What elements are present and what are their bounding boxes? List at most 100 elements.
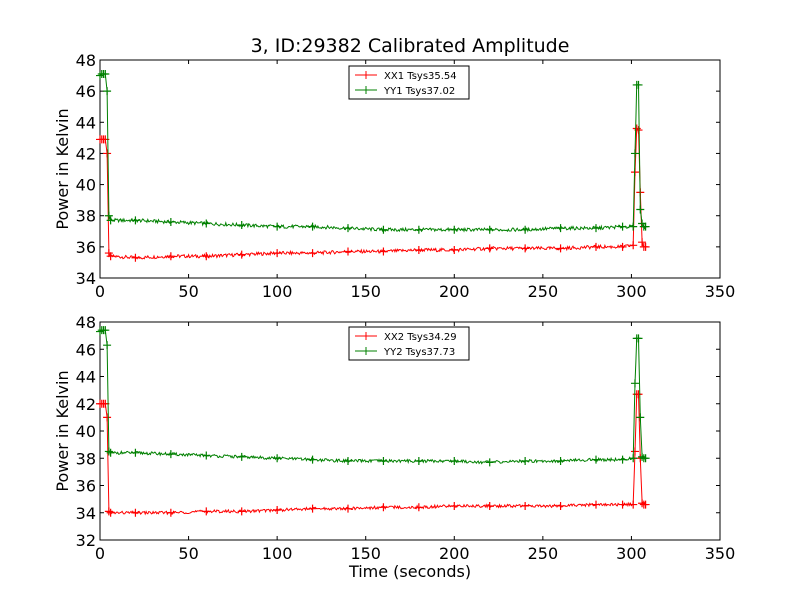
data-point <box>166 252 175 261</box>
plot-series <box>96 70 650 262</box>
data-point <box>344 456 352 465</box>
data-point <box>414 225 423 234</box>
data-point <box>379 503 388 512</box>
data-point <box>104 211 113 220</box>
plot-series <box>96 326 650 517</box>
data-point <box>96 71 104 80</box>
y-tick-label: 46 <box>76 340 96 359</box>
data-point <box>166 217 175 226</box>
y-tick-label: 42 <box>76 144 96 163</box>
data-point <box>556 501 565 510</box>
data-point <box>638 499 647 508</box>
x-tick-label: 50 <box>178 544 198 563</box>
legend: XX2 Tsys34.29 YY2 Tsys37.73 <box>348 326 470 361</box>
data-point <box>521 501 530 510</box>
legend-entry: YY1 Tsys37.02 <box>355 86 455 97</box>
legend-label: XX2 Tsys34.29 <box>384 332 457 343</box>
series-line <box>100 393 647 516</box>
data-point <box>450 245 459 254</box>
data-point <box>103 341 112 350</box>
data-point <box>344 504 352 513</box>
series-green <box>96 326 650 467</box>
data-point <box>634 334 643 343</box>
data-point <box>131 216 140 225</box>
data-point <box>106 252 115 261</box>
data-point <box>308 249 317 258</box>
data-point <box>308 455 317 464</box>
data-point <box>634 390 643 399</box>
data-point <box>202 451 211 460</box>
data-point <box>450 456 459 465</box>
data-point <box>521 225 530 234</box>
data-point <box>379 247 388 256</box>
data-point <box>308 222 317 231</box>
data-point <box>641 222 650 231</box>
data-point <box>485 225 494 234</box>
data-point <box>629 222 638 231</box>
data-point <box>237 250 246 259</box>
data-point <box>618 242 627 251</box>
y-tick-label: 46 <box>76 82 96 101</box>
data-point <box>379 225 388 234</box>
chart-title: 3, ID:29382 Calibrated Amplitude <box>251 35 570 57</box>
legend-label: YY2 Tsys37.73 <box>383 347 455 358</box>
data-point <box>641 454 650 463</box>
x-tick-label: 250 <box>528 544 559 563</box>
data-point <box>103 413 112 422</box>
data-point <box>638 452 647 461</box>
data-point <box>629 454 638 463</box>
data-point <box>592 242 600 251</box>
data-point <box>237 221 246 230</box>
y-tick-label: 42 <box>76 395 96 414</box>
data-point <box>485 244 494 253</box>
data-point <box>618 222 627 231</box>
top-chart: 3, ID:29382 Calibrated Amplitude Power i… <box>53 35 735 301</box>
legend-box <box>348 326 470 361</box>
data-point <box>101 70 110 79</box>
data-point <box>131 253 140 262</box>
x-tick-label: 200 <box>439 282 470 301</box>
data-point <box>273 454 282 463</box>
plot-frame <box>99 59 721 279</box>
data-point <box>630 447 639 456</box>
data-point <box>237 507 246 516</box>
data-point <box>106 448 115 457</box>
y-tick-label: 38 <box>76 449 96 468</box>
legend: XX1 Tsys35.54 YY1 Tsys37.02 <box>348 65 470 100</box>
data-point <box>96 327 104 336</box>
series-line <box>99 73 647 233</box>
data-point <box>103 87 112 96</box>
data-point <box>166 508 175 517</box>
axes: 0 50 100 150 200 250 300 350 34 36 38 40 42 44 46 48 <box>76 51 736 301</box>
data-point <box>106 216 115 225</box>
data-point <box>618 500 627 509</box>
y-tick-label: 44 <box>76 113 96 132</box>
y-tick-label: 34 <box>76 504 96 523</box>
data-point <box>634 80 643 89</box>
y-tick-label: 36 <box>76 238 96 257</box>
data-point <box>592 224 600 233</box>
y-axis-label: Power in Kelvin <box>53 370 72 491</box>
legend-entry: XX2 Tsys34.29 <box>355 332 457 343</box>
data-point <box>166 450 175 459</box>
data-point <box>618 455 627 464</box>
x-tick-label: 150 <box>350 282 381 301</box>
data-point <box>450 501 459 510</box>
legend-entry: YY2 Tsys37.73 <box>355 347 455 358</box>
data-point <box>629 500 638 509</box>
data-point <box>521 456 530 465</box>
data-point <box>202 507 211 516</box>
x-tick-label: 250 <box>528 282 559 301</box>
y-tick-label: 32 <box>76 531 96 550</box>
data-point <box>630 379 639 388</box>
data-point <box>450 225 459 234</box>
y-tick-label: 48 <box>76 51 96 70</box>
data-point <box>592 500 600 509</box>
data-point <box>485 458 494 467</box>
x-axis-label: Time (seconds) <box>348 562 471 581</box>
data-point <box>636 205 645 214</box>
x-tick-label: 300 <box>616 282 647 301</box>
data-point <box>556 224 565 233</box>
